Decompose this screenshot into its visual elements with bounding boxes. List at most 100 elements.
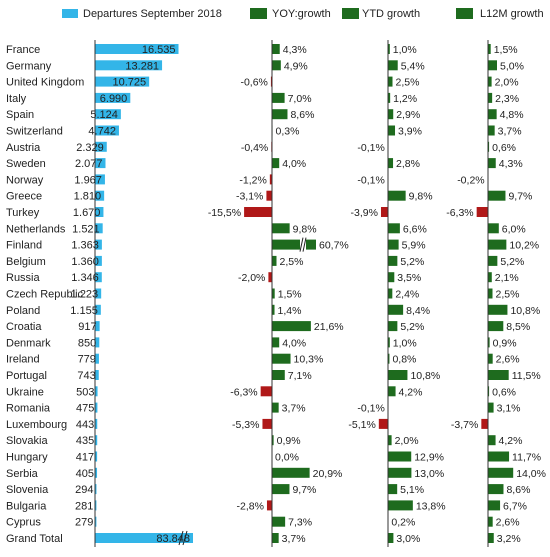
legend-label-yoy-growth: YOY:growth (272, 8, 331, 20)
growth-value-l12m-growth-united-kingdom: 2,0% (495, 77, 519, 89)
growth-value-yoy-growth-russia: -2,0% (238, 272, 265, 284)
legend-swatch-yoy-growth (250, 8, 267, 19)
departures-value-austria: 2.329 (76, 142, 104, 154)
growth-bar-ytd-growth-hungary (388, 451, 412, 462)
departures-value-bulgaria: 281 (75, 500, 93, 512)
growth-value-ytd-growth-luxembourg: -5,1% (348, 419, 375, 431)
departures-bar-greece (95, 190, 105, 201)
growth-bar-yoy-growth-russia (268, 272, 272, 283)
category-label-netherlands: Netherlands (6, 223, 66, 235)
growth-bar-ytd-growth-italy (388, 92, 391, 103)
departures-bar-slovenia (95, 484, 97, 495)
growth-value-l12m-growth-czech-republic: 2,5% (496, 289, 520, 301)
growth-bar-ytd-growth-czech-republic (388, 288, 393, 299)
growth-bar-yoy-growth-portugal (272, 370, 285, 380)
growth-value-l12m-growth-luxembourg: -3,7% (451, 419, 478, 431)
departures-bar-bulgaria (95, 500, 97, 511)
growth-bar-l12m-growth-romania (488, 402, 494, 413)
departures-value-spain: 5.124 (90, 109, 118, 121)
growth-bar-yoy-growth-turkey (244, 207, 272, 217)
growth-value-ytd-growth-sweden: 2,8% (396, 158, 420, 170)
axis-break-mark (302, 237, 307, 252)
growth-value-ytd-growth-ukraine: 4,2% (399, 386, 423, 398)
category-label-finland: Finland (6, 240, 42, 252)
growth-value-ytd-growth-united-kingdom: 2,5% (396, 77, 420, 89)
growth-bar-yoy-growth-norway (269, 174, 272, 185)
departures-bar-italy (95, 92, 131, 103)
growth-bar-l12m-growth-russia (488, 272, 492, 283)
growth-bar-yoy-growth-belgium (272, 255, 277, 266)
growth-value-l12m-growth-russia: 2,1% (495, 272, 519, 284)
departures-bar-russia (95, 272, 102, 283)
growth-value-ytd-growth-finland: 5,9% (402, 240, 426, 252)
departures-bar-denmark (95, 337, 100, 348)
category-label-bulgaria: Bulgaria (6, 500, 47, 512)
category-label-ukraine: Ukraine (6, 386, 44, 398)
growth-value-l12m-growth-denmark: 0,9% (493, 337, 517, 349)
departures-value-czech-republic: 1.223 (71, 289, 99, 301)
growth-bar-yoy-growth-romania (272, 402, 279, 413)
growth-bar-l12m-growth-switzerland (488, 125, 495, 136)
growth-bar-l12m-growth-ireland (488, 353, 493, 364)
growth-bar-ytd-growth-sweden (388, 158, 394, 169)
legend-label-departures-september-2018: Departures September 2018 (83, 8, 222, 20)
growth-value-yoy-growth-denmark: 4,0% (282, 337, 306, 349)
growth-bar-l12m-growth-hungary (488, 451, 510, 462)
growth-bar-l12m-growth-austria (488, 141, 490, 152)
departures-bar-belgium (95, 255, 102, 266)
category-label-france: France (6, 44, 40, 56)
growth-value-yoy-growth-luxembourg: -5,3% (232, 419, 259, 431)
growth-bar-yoy-growth-czech-republic (272, 288, 275, 299)
departures-value-denmark: 850 (78, 337, 96, 349)
growth-bar-yoy-growth-united-kingdom (270, 76, 272, 87)
growth-value-ytd-growth-czech-republic: 2,4% (395, 289, 419, 301)
growth-bar-l12m-growth-bulgaria (488, 500, 501, 511)
departures-bar-serbia (95, 467, 98, 478)
departures-value-ukraine: 503 (76, 386, 94, 398)
growth-value-l12m-growth-finland: 10,2% (509, 240, 539, 252)
legend-swatch-departures-september-2018 (62, 9, 78, 18)
growth-bar-yoy-growth-italy (272, 92, 285, 103)
growth-value-ytd-growth-italy: 1,2% (393, 93, 417, 105)
growth-value-yoy-growth-croatia: 21,6% (314, 321, 344, 333)
growth-value-l12m-growth-switzerland: 3,7% (498, 126, 522, 138)
chart-rows: France Germany United Kingdom Italy Spain Swi… (6, 44, 546, 546)
growth-bar-ytd-growth-ireland (388, 353, 390, 364)
growth-value-l12m-growth-austria: 0,6% (492, 142, 516, 154)
growth-value-l12m-growth-greece: 9,7% (508, 191, 532, 203)
growth-bar-yoy-growth-serbia (272, 467, 310, 478)
growth-value-yoy-growth-slovakia: 0,9% (277, 435, 301, 447)
growth-value-l12m-growth-portugal: 11,5% (512, 370, 541, 382)
category-label-grand-total: Grand Total (6, 533, 63, 545)
growth-value-yoy-growth-france: 4,3% (283, 44, 307, 56)
growth-bar-ytd-growth-finland (388, 239, 399, 250)
category-label-spain: Spain (6, 109, 34, 121)
growth-bar-ytd-growth-netherlands (388, 223, 400, 234)
growth-bar-yoy-growth-grand-total (272, 533, 279, 543)
growth-bar-ytd-growth-greece (388, 190, 406, 201)
growth-value-ytd-growth-turkey: -3,9% (351, 207, 378, 219)
departures-bar-cyprus (95, 516, 97, 527)
growth-bar-l12m-growth-serbia (488, 467, 514, 478)
growth-value-l12m-growth-sweden: 4,3% (499, 158, 523, 170)
departures-value-netherlands: 1.521 (72, 223, 100, 235)
growth-value-l12m-growth-italy: 2,3% (495, 93, 519, 105)
growth-bar-yoy-growth-france (272, 44, 280, 54)
departures-value-hungary: 417 (76, 452, 94, 464)
growth-value-l12m-growth-ukraine: 0,6% (492, 386, 516, 398)
growth-value-ytd-growth-germany: 5,4% (401, 60, 425, 72)
growth-bar-l12m-growth-belgium (488, 255, 498, 266)
growth-value-ytd-growth-belgium: 5,2% (400, 256, 424, 268)
growth-bar-l12m-growth-spain (488, 109, 497, 120)
growth-bar-ytd-growth-switzerland (388, 125, 396, 136)
departures-value-greece: 1.810 (74, 191, 102, 203)
departures-value-turkey: 1.670 (73, 207, 101, 219)
growth-bar-ytd-growth-grand-total (388, 533, 394, 543)
growth-value-ytd-growth-croatia: 5,2% (400, 321, 424, 333)
growth-bar-ytd-growth-russia (388, 272, 395, 283)
growth-bar-l12m-growth-finland (488, 239, 507, 250)
growth-bar-yoy-growth-slovakia (272, 435, 274, 446)
departures-bar-switzerland (95, 125, 119, 136)
growth-value-l12m-growth-spain: 4,8% (500, 109, 524, 121)
